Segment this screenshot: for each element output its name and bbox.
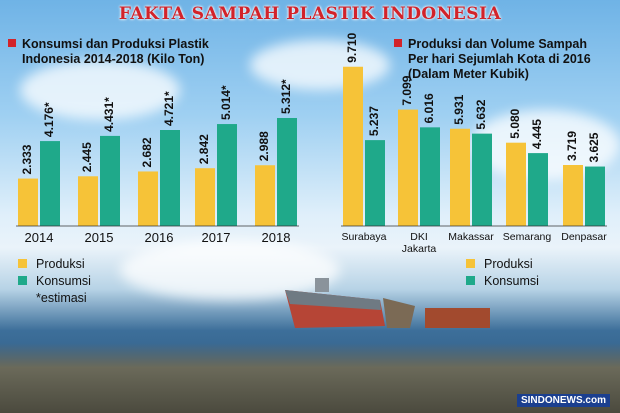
chart-bar xyxy=(365,140,385,226)
x-tick-label: DKI xyxy=(410,231,428,243)
bar-data-label: 4.176* xyxy=(42,102,56,137)
produksi-swatch xyxy=(18,259,27,268)
right-chart-subtitle: Produksi dan Volume Sampah Per hari Seju… xyxy=(394,37,591,82)
bar-data-label: 5.237 xyxy=(367,106,381,136)
bar-data-label: 2.445 xyxy=(80,142,94,172)
cloud xyxy=(20,60,180,120)
legend-estimation-note: *estimasi xyxy=(36,291,87,305)
chart-bar xyxy=(138,171,158,226)
left-subtitle-line1: Konsumsi dan Produksi Plastik xyxy=(22,37,209,51)
legend-konsumsi-label: Konsumsi xyxy=(484,274,539,288)
page-title: FAKTA SAMPAH PLASTIK INDONESIA xyxy=(118,4,502,24)
x-tick-label: Surabaya xyxy=(342,231,387,243)
bar-data-label: 5.632 xyxy=(474,99,488,129)
bar-data-label: 4.445 xyxy=(530,119,544,149)
bar-data-label: 4.721* xyxy=(162,91,176,126)
bar-data-label: 5.014* xyxy=(219,85,233,120)
legend-produksi-label: Produksi xyxy=(484,257,533,271)
x-tick-label: 2016 xyxy=(145,230,174,245)
chart-bar xyxy=(506,142,526,226)
bar-data-label: 2.333 xyxy=(20,144,34,174)
left-legend: Produksi Konsumsi *estimasi xyxy=(18,256,91,307)
x-tick-label: 2014 xyxy=(25,230,54,245)
ship-illustration xyxy=(285,278,490,328)
bar-data-label: 7.099 xyxy=(400,75,414,105)
right-legend: Produksi Konsumsi xyxy=(466,256,539,290)
chart-bar xyxy=(343,66,363,226)
x-tick-label: 2017 xyxy=(202,230,231,245)
bar-data-label: 2.842 xyxy=(197,134,211,164)
cloud xyxy=(120,240,340,300)
bar-data-label: 2.682 xyxy=(140,137,154,167)
bar-data-label: 3.625 xyxy=(587,132,601,162)
chart-bar xyxy=(398,109,418,226)
left-subtitle-line2: Indonesia 2014-2018 (Kilo Ton) xyxy=(22,52,205,66)
right-subtitle-line3: (Dalam Meter Kubik) xyxy=(408,67,529,81)
right-subtitle-line2: Per hari Sejumlah Kota di 2016 xyxy=(408,52,591,66)
brand-logo: SINDONEWS.com xyxy=(516,394,610,407)
x-tick-label: 2015 xyxy=(85,230,114,245)
chart-bar xyxy=(472,133,492,226)
konsumsi-swatch xyxy=(18,276,27,285)
bar-data-label: 9.710 xyxy=(345,32,359,62)
shore-debris xyxy=(0,343,620,413)
bullet-square-icon xyxy=(394,39,402,47)
bar-data-label: 4.431* xyxy=(102,97,116,132)
x-tick-label: Makassar xyxy=(448,231,494,243)
x-tick-label: Semarang xyxy=(503,231,552,243)
chart-bar xyxy=(217,124,237,226)
chart-bar xyxy=(78,176,98,226)
chart-bar xyxy=(585,166,605,226)
konsumsi-swatch xyxy=(466,276,475,285)
chart-bar xyxy=(528,153,548,226)
bar-data-label: 6.016 xyxy=(422,93,436,123)
chart-bar xyxy=(255,165,275,226)
x-tick-label: Denpasar xyxy=(561,231,607,243)
cloud xyxy=(250,40,390,90)
chart-bar xyxy=(100,135,120,226)
legend-produksi-label: Produksi xyxy=(36,257,85,271)
chart-bar xyxy=(160,130,180,226)
bar-data-label: 5.080 xyxy=(508,108,522,138)
right-subtitle-line1: Produksi dan Volume Sampah xyxy=(408,37,587,51)
legend-konsumsi-label: Konsumsi xyxy=(36,274,91,288)
bar-data-label: 2.988 xyxy=(257,131,271,161)
bar-data-label: 5.312* xyxy=(279,79,293,114)
chart-bar xyxy=(40,141,60,226)
x-tick-label: Jakarta xyxy=(402,243,437,255)
chart-bar xyxy=(420,127,440,226)
chart-bar xyxy=(277,117,297,226)
left-chart-subtitle: Konsumsi dan Produksi Plastik Indonesia … xyxy=(8,37,209,67)
chart-bar xyxy=(450,128,470,226)
produksi-swatch xyxy=(466,259,475,268)
chart-bar xyxy=(18,178,38,226)
x-tick-label: 2018 xyxy=(262,230,291,245)
bar-data-label: 5.931 xyxy=(452,94,466,124)
bullet-square-icon xyxy=(8,39,16,47)
bar-data-label: 3.719 xyxy=(565,131,579,161)
chart-bar xyxy=(563,165,583,226)
chart-bar xyxy=(195,168,215,226)
